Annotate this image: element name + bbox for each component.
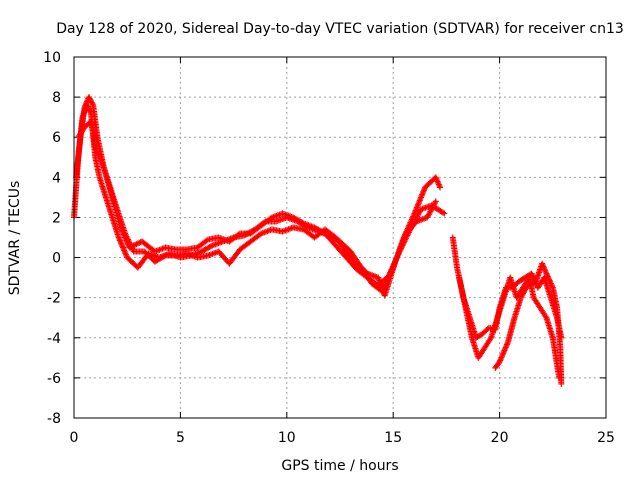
data-point xyxy=(558,380,565,387)
y-tick-label: 2 xyxy=(52,210,61,226)
data-point xyxy=(203,237,210,244)
data-point xyxy=(207,243,214,250)
x-tick-label: 0 xyxy=(70,430,79,446)
series-trace-a xyxy=(71,102,444,295)
y-tick-label: 0 xyxy=(52,251,61,267)
data-point xyxy=(432,198,439,205)
chart-title: Day 128 of 2020, Sidereal Day-to-day VTE… xyxy=(56,21,624,37)
data-point xyxy=(437,184,444,191)
data-point xyxy=(441,210,448,217)
data-point xyxy=(439,209,446,216)
x-tick-label: 15 xyxy=(384,430,402,446)
x-tick-label: 5 xyxy=(176,430,185,446)
series-trace-f xyxy=(492,260,565,387)
x-tick-label: 20 xyxy=(491,430,509,446)
data-points xyxy=(71,94,565,387)
x-tick-label: 10 xyxy=(278,430,296,446)
x-axis-label: GPS time / hours xyxy=(281,458,398,474)
grid-lines xyxy=(74,57,606,418)
y-tick-label: -8 xyxy=(47,411,61,427)
data-point xyxy=(235,231,242,238)
plot-frame xyxy=(73,56,607,419)
y-tick-label: 6 xyxy=(52,130,61,146)
series-trace-e xyxy=(456,274,563,381)
y-tick-label: -6 xyxy=(47,371,61,387)
series-trace-c xyxy=(75,118,439,299)
y-tick-label: -4 xyxy=(47,331,61,347)
data-point xyxy=(299,219,306,226)
data-point xyxy=(161,253,168,260)
y-tick-label: 8 xyxy=(52,90,61,106)
data-point xyxy=(89,100,96,107)
y-tick-label: 10 xyxy=(43,50,61,66)
x-tick-label: 25 xyxy=(597,430,615,446)
y-tick-label: -2 xyxy=(47,291,61,307)
y-axis-label: SDTVAR / TECUs xyxy=(7,181,23,296)
y-tick-label: 4 xyxy=(52,170,61,186)
